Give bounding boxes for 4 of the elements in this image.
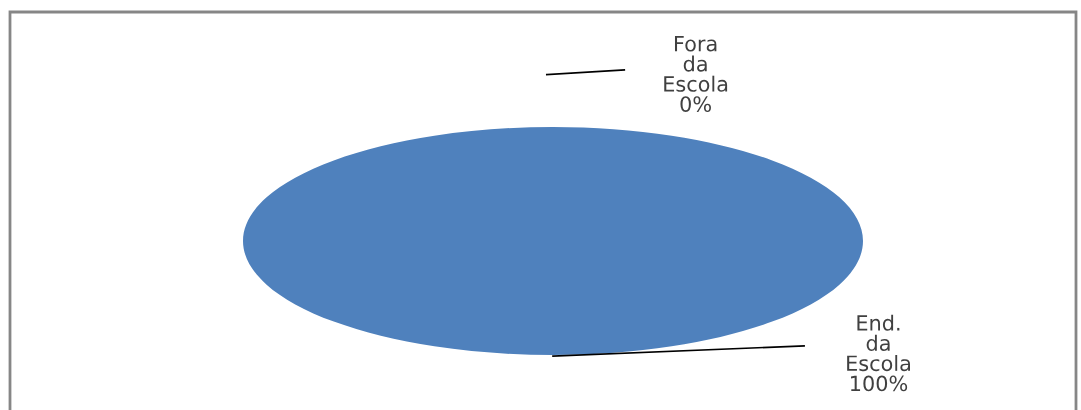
category-label: Fora da Escola — [664, 36, 728, 92]
data-label: 100% — [851, 375, 908, 392]
text: 0% — [680, 96, 711, 112]
slice-label: End. da Escola — [847, 314, 910, 372]
